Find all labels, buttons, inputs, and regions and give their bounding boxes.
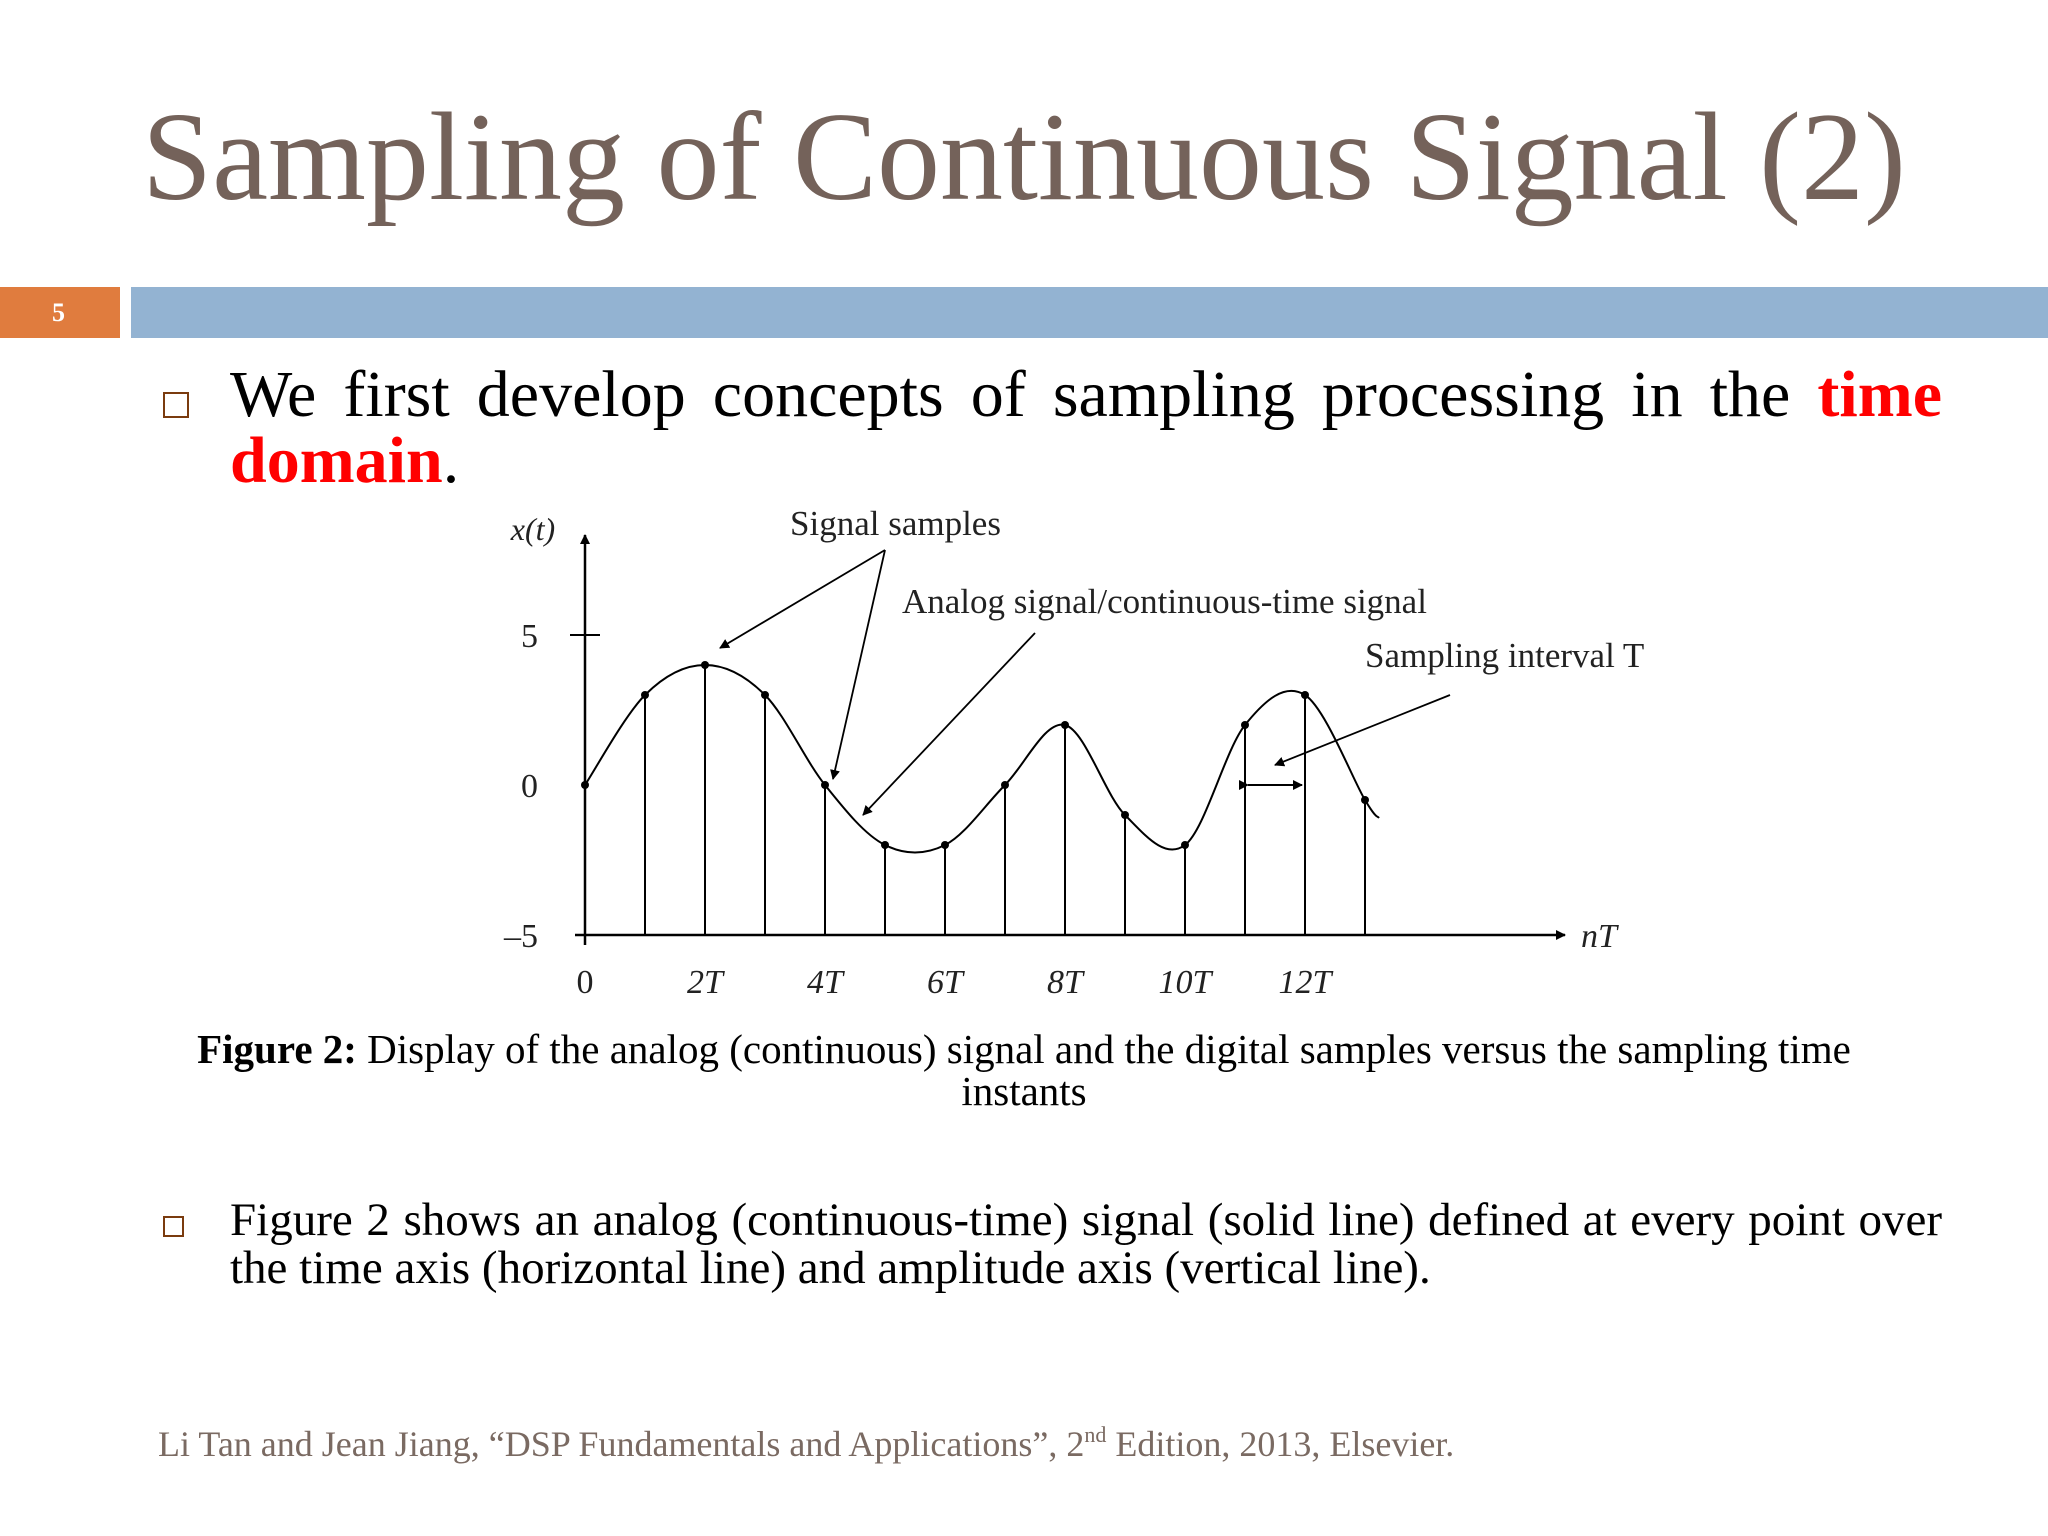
caption-label: Figure 2: xyxy=(197,1026,357,1072)
sample-point xyxy=(641,691,649,699)
y-axis-label: x(t) xyxy=(510,511,555,547)
annotation-signal-samples: Signal samples xyxy=(790,505,1001,543)
header-bar xyxy=(131,287,2048,338)
bullet-1-text: We first develop concepts of sampling pr… xyxy=(230,358,1818,431)
x-tick-label: 10T xyxy=(1159,964,1214,1001)
figure-caption: Figure 2: Display of the analog (continu… xyxy=(150,1028,1898,1112)
arrow-to-sampling-interval xyxy=(1274,694,1451,767)
x-tick-label: 6T xyxy=(927,964,965,1001)
slide-number-box xyxy=(0,287,120,338)
bullet-1: We first develop concepts of sampling pr… xyxy=(230,362,1942,494)
bullet-1-end: . xyxy=(442,424,460,497)
reference-superscript: nd xyxy=(1084,1422,1107,1447)
sample-point xyxy=(701,661,709,669)
reference-text: Li Tan and Jean Jiang, “DSP Fundamentals… xyxy=(158,1424,1085,1464)
sample-point xyxy=(1061,721,1069,729)
slide-title: Sampling of Continuous Signal (2) xyxy=(142,88,1906,227)
x-axis-label: nT xyxy=(1581,918,1619,955)
y-tick-label: 0 xyxy=(521,768,538,805)
reference-after: Edition, 2013, Elsevier. xyxy=(1106,1424,1455,1464)
annotation-analog-signal: Analog signal/continuous-time signal xyxy=(902,582,1427,621)
arrow-to-analog-curve xyxy=(862,632,1036,816)
sample-point xyxy=(581,781,589,789)
sample-point xyxy=(941,841,949,849)
bullet-square-icon xyxy=(163,1216,184,1237)
caption-text: Display of the analog (continuous) signa… xyxy=(356,1026,1851,1114)
bullet-2: Figure 2 shows an analog (continuous-tim… xyxy=(230,1194,1942,1294)
x-tick-label: 8T xyxy=(1047,964,1085,1001)
bullet-1-highlight: time domain xyxy=(230,358,1942,497)
arrow-to-sample-2T xyxy=(719,549,886,649)
x-tick-label: 12T xyxy=(1279,964,1334,1001)
x-tick-label: 4T xyxy=(807,964,845,1001)
bullet-square-icon xyxy=(163,392,189,418)
y-tick-label: 5 xyxy=(521,618,538,655)
annotation-sampling-interval: Sampling interval T xyxy=(1365,636,1644,675)
sample-point xyxy=(761,691,769,699)
x-tick-label: 2T xyxy=(687,964,725,1001)
sample-point xyxy=(1361,796,1369,804)
reference-citation: Li Tan and Jean Jiang, “DSP Fundamentals… xyxy=(158,1422,1454,1465)
sample-point xyxy=(821,781,829,789)
sample-point xyxy=(881,841,889,849)
sampling-chart: 5 0 –5 0 2T 4T 6T 8T 10T 12T x(t) nT Signal samples… xyxy=(503,504,1644,1001)
analog-signal-curve xyxy=(584,663,1380,854)
sample-point xyxy=(1121,811,1129,819)
sample-point xyxy=(1001,781,1009,789)
figure-2: 5 0 –5 0 2T 4T 6T 8T 10T 12T x(t) nT Signal samples… xyxy=(495,504,1700,1005)
y-tick-label: –5 xyxy=(503,918,538,955)
arrow-to-sample-4T xyxy=(830,549,886,780)
sample-point xyxy=(1241,721,1249,729)
x-tick-label: 0 xyxy=(577,964,594,1001)
slide-number: 5 xyxy=(52,298,65,327)
sample-point xyxy=(1301,691,1309,699)
sample-point xyxy=(1181,841,1189,849)
